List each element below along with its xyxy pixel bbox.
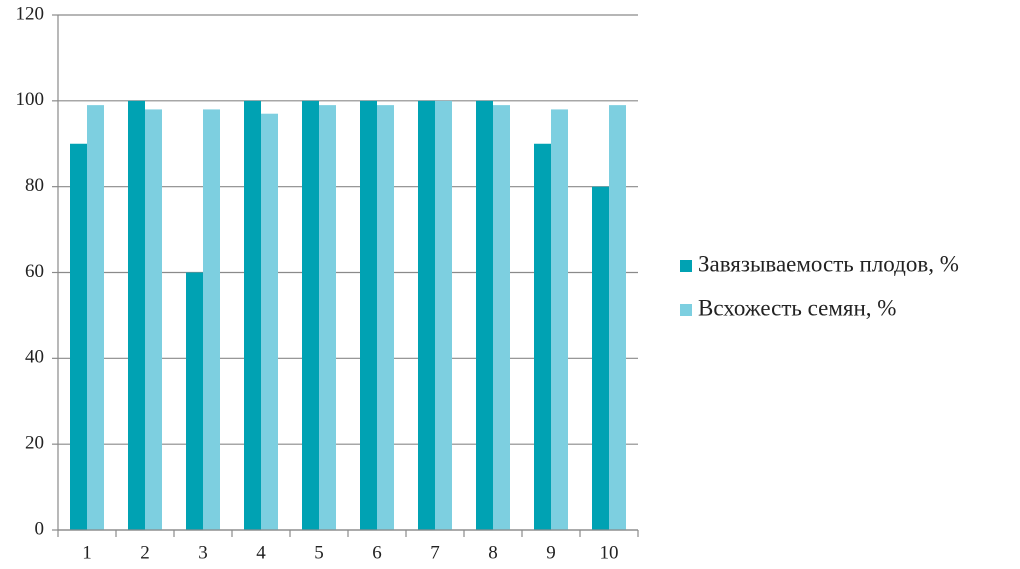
- legend-swatch: [680, 304, 692, 316]
- x-tick-label: 1: [82, 542, 92, 563]
- bar: [360, 100, 377, 530]
- bar: [418, 100, 435, 530]
- x-tick-label: 7: [430, 542, 440, 563]
- y-tick-label: 20: [25, 433, 44, 454]
- bar: [493, 105, 510, 530]
- x-tick-label: 5: [314, 542, 324, 563]
- bar: [302, 100, 319, 530]
- bar: [87, 105, 104, 530]
- x-tick-label: 9: [546, 542, 556, 563]
- x-tick-label: 3: [198, 542, 208, 563]
- bar: [319, 105, 336, 530]
- y-tick-label: 80: [25, 175, 44, 196]
- y-tick-label: 40: [25, 347, 44, 368]
- bar: [186, 272, 203, 530]
- bar: [203, 109, 220, 531]
- bar: [435, 100, 452, 530]
- x-tick-label: 6: [372, 542, 382, 563]
- bar: [551, 109, 568, 531]
- bar: [476, 100, 493, 530]
- x-tick-label: 2: [140, 542, 150, 563]
- bar: [244, 100, 261, 530]
- bar: [145, 109, 162, 531]
- bar: [609, 105, 626, 530]
- y-tick-label: 120: [16, 3, 45, 24]
- x-tick-label: 4: [256, 542, 266, 563]
- bar: [70, 143, 87, 530]
- legend-label: Всхожесть семян, %: [698, 295, 896, 320]
- x-tick-label: 10: [600, 542, 619, 563]
- bar: [128, 100, 145, 530]
- bar: [534, 143, 551, 530]
- x-tick-label: 8: [488, 542, 498, 563]
- y-tick-label: 0: [35, 518, 45, 539]
- legend-swatch: [680, 260, 692, 272]
- bar: [261, 113, 278, 530]
- bar: [377, 105, 394, 530]
- bar: [592, 186, 609, 530]
- legend-label: Завязываемость плодов, %: [698, 251, 959, 276]
- y-tick-label: 100: [16, 89, 45, 110]
- y-tick-label: 60: [25, 261, 44, 282]
